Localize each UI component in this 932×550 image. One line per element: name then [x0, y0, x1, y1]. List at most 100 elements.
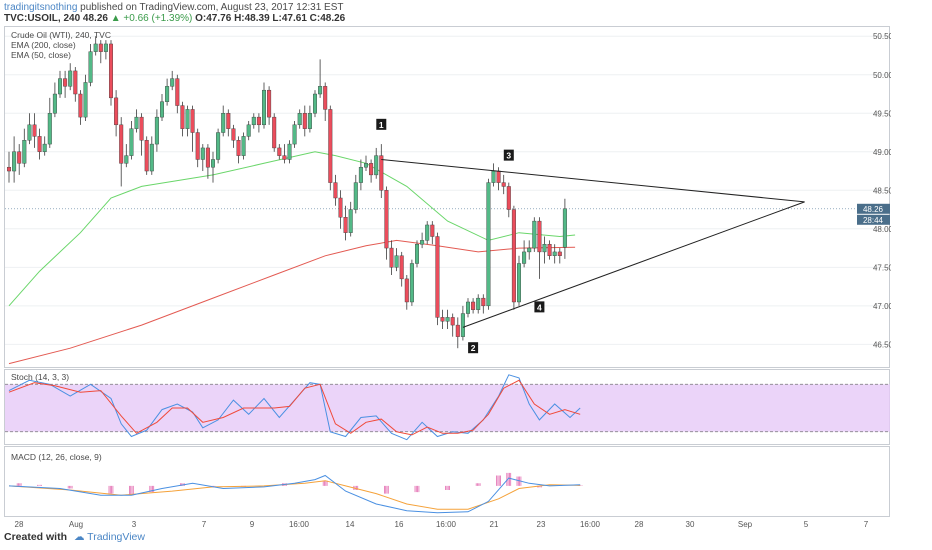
candle-body [562, 208, 567, 248]
candle-body [471, 301, 476, 310]
candle-body [307, 113, 312, 129]
candle-body [175, 78, 180, 106]
candle-body [374, 155, 379, 176]
candle-body [435, 236, 440, 318]
time-tick-label: 21 [490, 520, 499, 529]
last-price-tag [857, 203, 890, 214]
macd-chart-svg: 0.50000.0000-0.5000 [8, 472, 583, 514]
ohlc-close: C:48.26 [309, 13, 346, 24]
pattern-point-marker [503, 149, 514, 161]
candle-body [216, 132, 221, 160]
candle-body [517, 263, 522, 303]
candle-body [262, 89, 267, 126]
candle-body [267, 89, 272, 118]
candle-body [506, 186, 511, 210]
price-tick-label: 47.50 [873, 263, 891, 272]
candle-body [394, 255, 399, 268]
candle-body [552, 251, 557, 256]
candle-body [389, 247, 394, 268]
candle-body [287, 143, 292, 160]
candle-body [343, 217, 348, 233]
candle-body [256, 116, 261, 126]
ema50-legend: EMA (50, close) [11, 50, 71, 60]
symbol-name: TVC:USOIL, 240 [4, 13, 81, 24]
price-tick-label: 50.50 [873, 32, 891, 41]
price-tick-label: 50.00 [873, 71, 891, 80]
candle-body [22, 140, 27, 164]
candle-body [501, 182, 506, 187]
published-text: published on TradingView.com, August 23,… [80, 2, 344, 13]
candle-body [114, 97, 119, 126]
candle-body [170, 78, 175, 87]
candle-body [364, 163, 369, 168]
candle-body [430, 224, 435, 237]
candle-body [404, 278, 409, 303]
candle-body [277, 147, 282, 156]
candle-body [369, 163, 374, 176]
stochastic-pane[interactable]: 80.000060.000040.000020.0000 Stoch (14, … [4, 369, 890, 445]
candle-body [527, 247, 532, 253]
candle-body [460, 313, 465, 337]
macd-legend: MACD (12, 26, close, 9) [11, 452, 102, 462]
candle-body [68, 70, 73, 87]
candle-body [195, 132, 200, 160]
candle-body [348, 209, 353, 233]
last-price: 48.26 [82, 13, 108, 24]
candle-body [73, 70, 78, 95]
candle-body [58, 78, 63, 95]
time-tick-label: 5 [804, 520, 809, 529]
time-tick-label: 16 [395, 520, 404, 529]
candle-body [200, 147, 205, 160]
candle-body [144, 140, 149, 172]
candle-body [231, 128, 236, 141]
candle-body [139, 116, 144, 141]
candle-body [124, 155, 129, 164]
candle-body [78, 93, 83, 118]
candle-body [547, 244, 552, 256]
pattern-point-label: 1 [379, 120, 384, 130]
pattern-point-label: 4 [537, 302, 542, 312]
time-tick-label: Sep [738, 520, 753, 529]
author-link[interactable]: tradingitsnothing [4, 2, 78, 13]
candle-body [37, 136, 42, 152]
time-tick-label: 16:00 [580, 520, 601, 529]
tradingview-logo[interactable]: ☁ TradingView [73, 531, 145, 543]
pattern-point-label: 2 [471, 343, 476, 353]
candle-body [210, 159, 215, 168]
time-tick-label: 14 [346, 520, 355, 529]
candle-body [542, 244, 547, 253]
price-tick-label: 48.00 [873, 225, 891, 234]
candle-body [205, 147, 210, 168]
price-tick-label: 49.00 [873, 148, 891, 157]
candle-body [537, 220, 542, 253]
candle-body [185, 109, 190, 129]
candle-body [338, 197, 343, 218]
ema50-line [8, 151, 576, 307]
stoch-legend: Stoch (14, 3, 3) [11, 372, 70, 382]
price-tick-label: 46.50 [873, 340, 891, 349]
macd-pane[interactable]: 0.50000.0000-0.5000 MACD (12, 26, close,… [4, 446, 890, 517]
candle-body [32, 124, 37, 137]
time-tick-label: 16:00 [436, 520, 457, 529]
time-tick-label: 23 [537, 520, 546, 529]
candle-body [272, 116, 277, 149]
candle-body [129, 128, 134, 156]
price-tick-label: 47.00 [873, 302, 891, 311]
candle-body [42, 143, 47, 152]
pattern-point-marker [376, 118, 387, 130]
ema200-legend: EMA (200, close) [11, 40, 76, 50]
candle-body [511, 209, 516, 303]
candle-body [379, 155, 384, 191]
candle-body [455, 324, 460, 337]
time-tick-label: 7 [864, 520, 869, 529]
time-tick-label: 16:00 [289, 520, 310, 529]
candle-body [7, 166, 11, 172]
time-tick-label: 28 [15, 520, 24, 529]
candle-body [98, 43, 103, 52]
countdown-tag [857, 214, 890, 225]
candle-body [236, 140, 241, 156]
time-tick-label: 7 [202, 520, 207, 529]
price-pane[interactable]: 50.50 50.00 49.50 49.00 48.50 48.00 47.50 47.00… [4, 26, 891, 368]
candle-body [399, 255, 404, 280]
candle-body [318, 86, 323, 95]
